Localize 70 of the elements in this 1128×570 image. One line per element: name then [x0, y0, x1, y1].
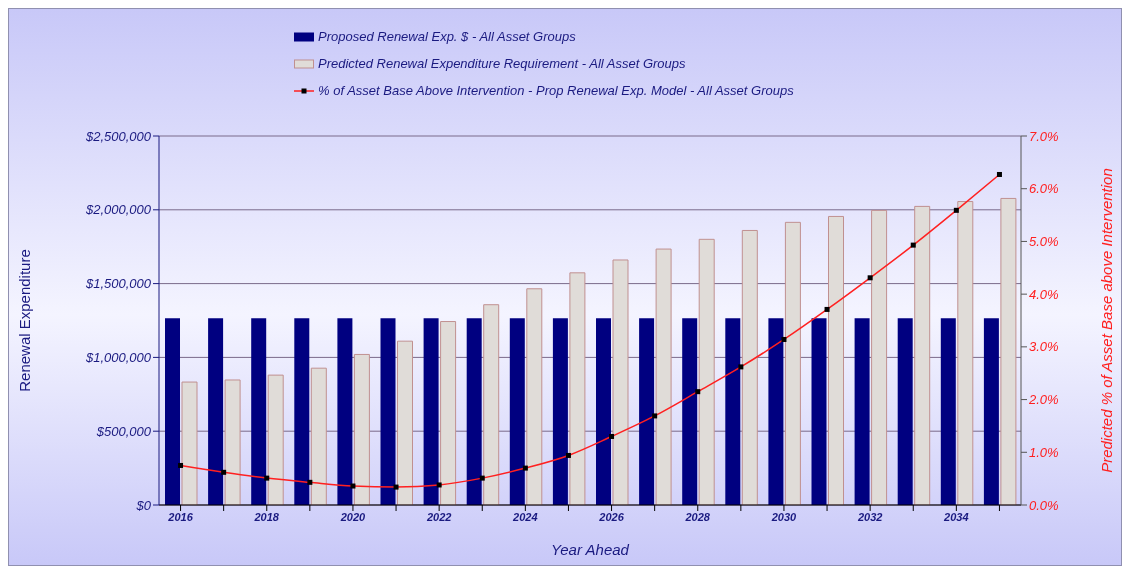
bar [612, 259, 629, 505]
bar [725, 318, 741, 505]
x-tick-label: 2018 [253, 510, 280, 523]
bar [294, 318, 310, 505]
x-tick-label: 2026 [598, 510, 625, 523]
bar [569, 272, 586, 505]
y-tick-label: $500,000 [95, 423, 152, 439]
y2-tick-label: 0.0% [1029, 497, 1059, 513]
y2-axis-title: Predicted % of Asset Base above Intervention [1098, 168, 1116, 473]
bar [251, 318, 267, 505]
bar [397, 340, 413, 505]
x-tick-label: 2022 [425, 510, 452, 523]
legend-label: % of Asset Base Above Intervention - Prop Renewal Exp. Model - All Asset Groups [318, 83, 794, 98]
bar [698, 238, 715, 505]
bar [741, 229, 758, 505]
bar [854, 318, 870, 505]
y-tick-label: $1,500,000 [84, 276, 152, 292]
y2-tick-label: 6.0% [1029, 181, 1059, 197]
bar [897, 318, 913, 505]
y-axis-title: Renewal Expenditure [16, 249, 34, 392]
y-tick-label: $2,500,000 [84, 128, 152, 144]
bar [423, 318, 439, 505]
bar [380, 318, 396, 505]
x-tick-label: 2030 [770, 510, 798, 523]
bar [596, 318, 611, 505]
y2-tick-label: 2.0% [1028, 392, 1059, 408]
bar [940, 318, 956, 505]
x-tick-label: 2034 [943, 510, 969, 523]
bar [224, 379, 241, 505]
bar [353, 353, 370, 505]
bar [509, 318, 525, 505]
bar [337, 318, 353, 505]
y-tick-label: $1,000,000 [84, 350, 152, 366]
y2-tick-label: 3.0% [1029, 339, 1059, 355]
bar [440, 321, 457, 505]
bar [483, 304, 500, 505]
bar [466, 318, 482, 505]
bar [811, 318, 827, 505]
legend-label: Predicted Renewal Expenditure Requirement - All Asset Groups [318, 56, 686, 71]
x-tick-label: 2024 [512, 510, 538, 523]
x-tick-label: 2032 [856, 510, 883, 523]
bar [310, 367, 327, 505]
bar [1000, 197, 1017, 505]
y2-tick-label: 7.0% [1029, 128, 1059, 144]
y-tick-label: $2,000,000 [84, 202, 152, 218]
bar [957, 201, 974, 505]
bar [208, 318, 224, 505]
bar [165, 318, 180, 505]
x-tick-label: 2020 [339, 510, 367, 523]
y2-tick-label: 1.0% [1029, 444, 1059, 460]
y-tick-label: $0 [135, 497, 152, 513]
bar [267, 374, 284, 505]
legend-label: Proposed Renewal Exp. $ - All Asset Groups [318, 29, 576, 44]
bar [655, 248, 672, 505]
bar [828, 215, 844, 505]
bar [784, 221, 801, 505]
bar [639, 318, 655, 505]
bar [526, 288, 543, 505]
y2-tick-label: 4.0% [1029, 286, 1059, 302]
bar [871, 209, 888, 505]
bar [682, 318, 698, 505]
x-tick-label: 2028 [684, 510, 711, 523]
bar [914, 205, 931, 505]
y2-tick-label: 5.0% [1029, 234, 1059, 250]
bar [983, 318, 999, 505]
x-tick-label: 2016 [167, 510, 194, 523]
bar [181, 381, 198, 505]
bar [768, 318, 784, 505]
x-axis-title: Year Ahead [551, 541, 630, 558]
bar [552, 318, 568, 505]
